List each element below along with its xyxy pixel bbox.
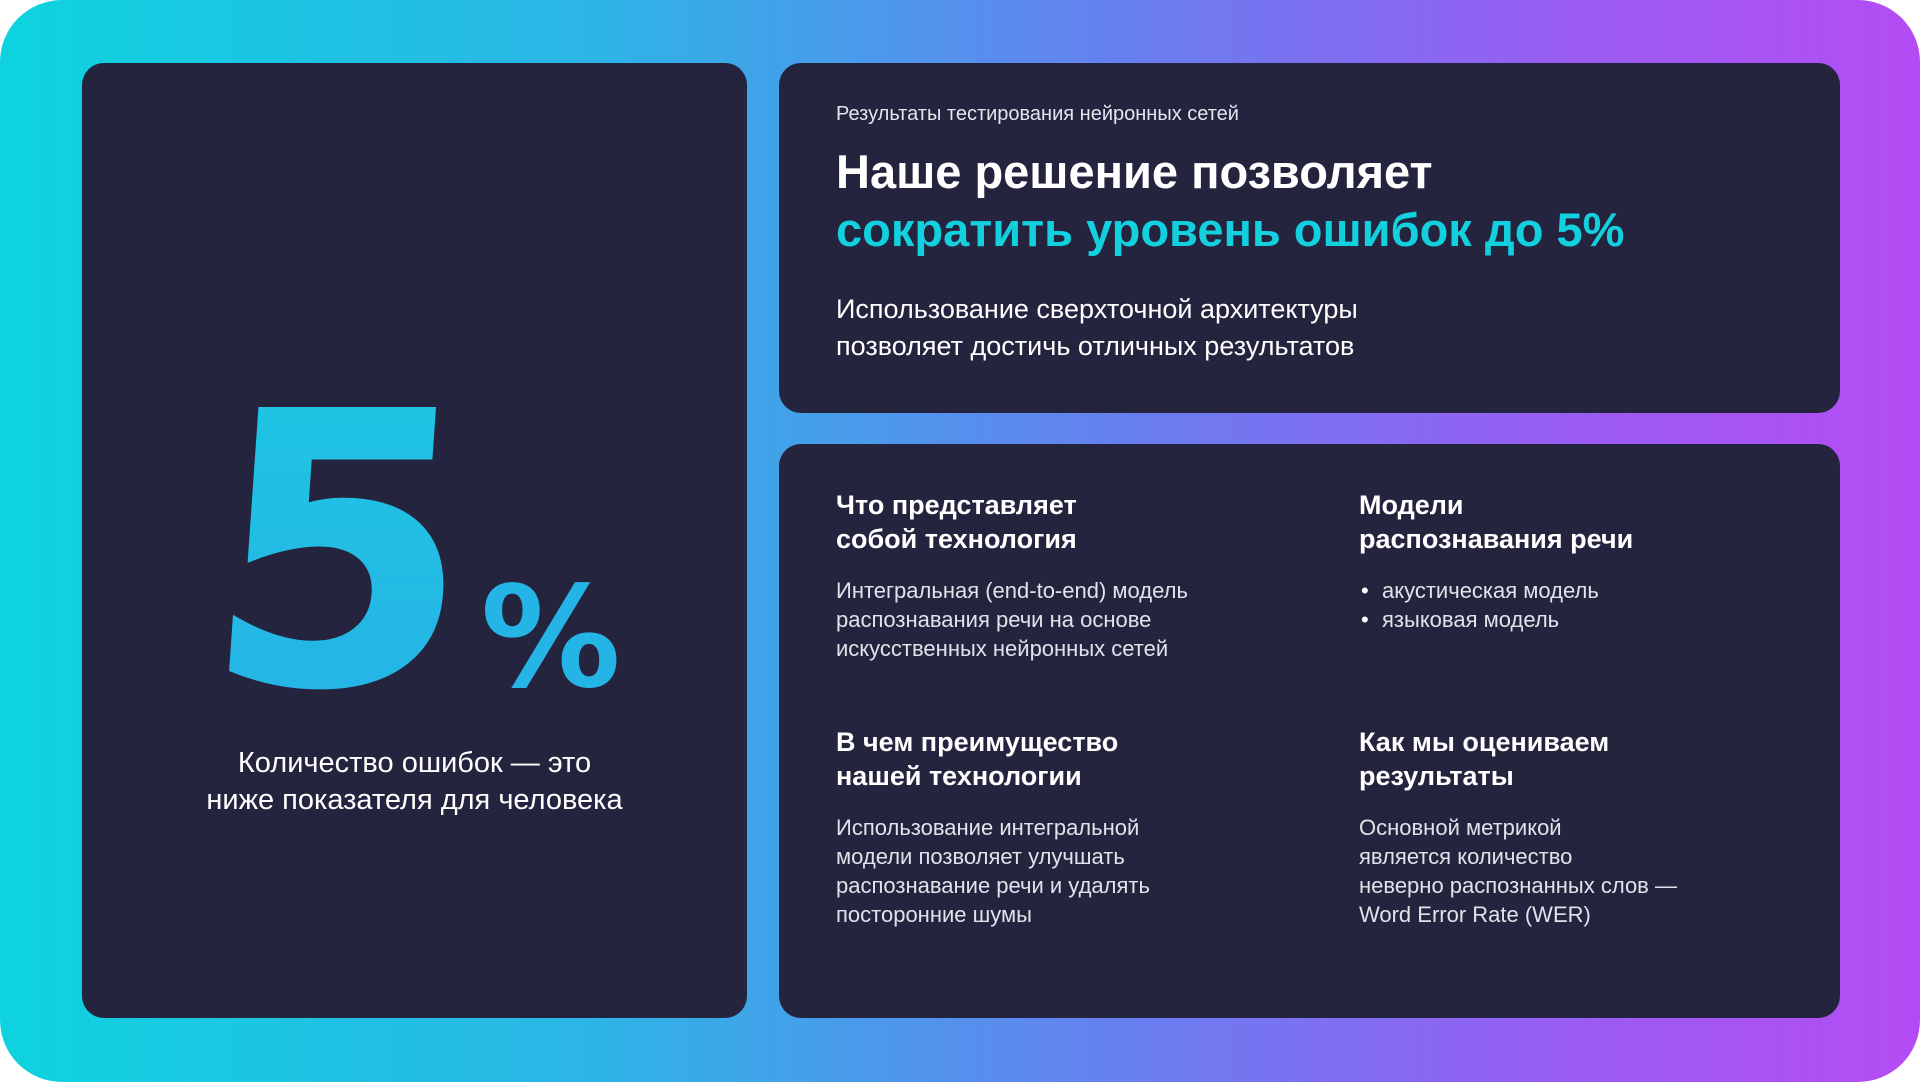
title-line: нашей технологии <box>836 761 1082 791</box>
text-line: Word Error Rate (WER) <box>1359 902 1591 927</box>
title-line: результаты <box>1359 761 1514 791</box>
text-line: Использование интегральной <box>836 815 1140 840</box>
info-block-title: Модели распознавания речи <box>1359 488 1759 556</box>
list-item: акустическая модель <box>1359 576 1759 605</box>
text-line: распознавание речи и удалять <box>836 873 1150 898</box>
text-line: модели позволяет улучшать <box>836 844 1125 869</box>
big-stat-number: 5 <box>192 331 483 774</box>
subtext-line: Использование сверхточной архитектуры <box>836 294 1358 324</box>
headline-subtext: Использование сверхточной архитектуры по… <box>836 291 1736 365</box>
title-line: Что представляет <box>836 490 1077 520</box>
info-block-evaluation: Как мы оцениваем результаты Основной мет… <box>1359 725 1779 929</box>
stat-caption: Количество ошибок — это ниже показателя … <box>82 745 747 819</box>
headline-card: Результаты тестирования нейронных сетей … <box>779 63 1840 413</box>
text-line: неверно распознанных слов — <box>1359 873 1677 898</box>
stat-card: 5 % Количество ошибок — это ниже показат… <box>82 63 747 1018</box>
big-stat-unit: % <box>480 557 621 720</box>
title-line: распознавания речи <box>1359 524 1634 554</box>
info-block-technology: Что представляет собой технология Интегр… <box>836 488 1256 663</box>
info-block-text: Использование интегральной модели позвол… <box>836 813 1256 929</box>
info-block-title: Как мы оцениваем результаты <box>1359 725 1759 793</box>
list-item: языковая модель <box>1359 605 1759 634</box>
info-card: Что представляет собой технология Интегр… <box>779 444 1840 1018</box>
models-bullet-list: акустическая модель языковая модель <box>1359 576 1759 634</box>
subtext-line: позволяет достичь отличных результатов <box>836 331 1355 361</box>
eyebrow-label: Результаты тестирования нейронных сетей <box>836 103 1239 125</box>
stat-caption-line: Количество ошибок — это <box>237 747 592 779</box>
headline-line: Наше решение позволяет <box>836 145 1433 198</box>
info-block-title: В чем преимущество нашей технологии <box>836 725 1236 793</box>
big-stat: 5 % <box>82 331 747 774</box>
text-line: Интегральная (end-to-end) модель <box>836 578 1188 603</box>
info-block-models: Модели распознавания речи акустическая м… <box>1359 488 1759 634</box>
title-line: Как мы оцениваем <box>1359 727 1610 757</box>
stat-caption-line: ниже показателя для человека <box>206 784 623 816</box>
info-block-text: Основной метрикой является количество не… <box>1359 813 1779 929</box>
text-line: распознавания речи на основе <box>836 607 1152 632</box>
info-block-advantage: В чем преимущество нашей технологии Испо… <box>836 725 1256 929</box>
headline: Наше решение позволяет сократить уровень… <box>836 143 1816 259</box>
title-line: Модели <box>1359 490 1464 520</box>
text-line: Основной метрикой <box>1359 815 1562 840</box>
text-line: искусственных нейронных сетей <box>836 636 1169 661</box>
title-line: В чем преимущество <box>836 727 1119 757</box>
info-block-title: Что представляет собой технология <box>836 488 1236 556</box>
headline-accent: сократить уровень ошибок до 5% <box>836 203 1625 256</box>
text-line: является количество <box>1359 844 1573 869</box>
title-line: собой технология <box>836 524 1077 554</box>
info-block-text: Интегральная (end-to-end) модель распозн… <box>836 576 1256 663</box>
text-line: посторонние шумы <box>836 902 1032 927</box>
